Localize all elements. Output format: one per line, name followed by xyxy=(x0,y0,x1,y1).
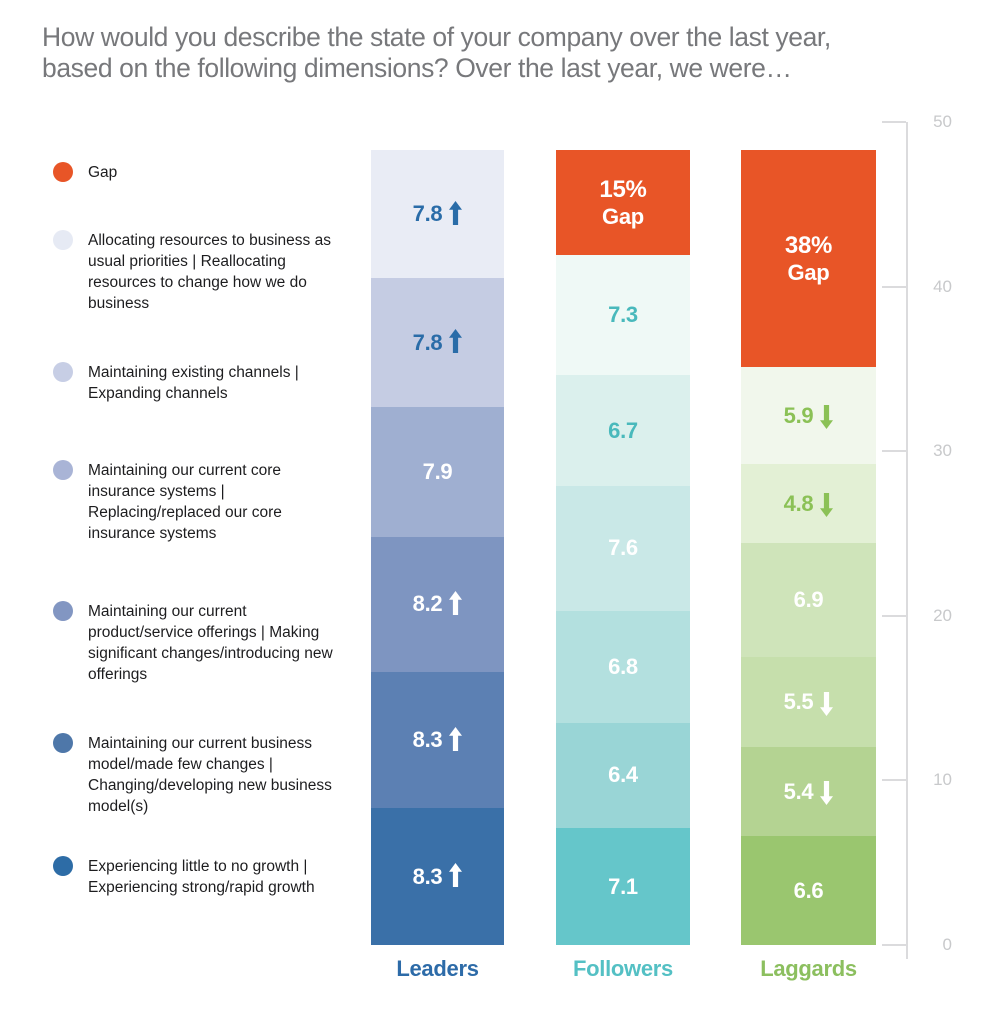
legend-item-label: Maintaining existing channels | Expandin… xyxy=(88,364,299,402)
down-arrow-icon xyxy=(820,691,834,716)
segment-value: 8.3 xyxy=(412,727,443,753)
segment-value: 4.8 xyxy=(783,490,814,516)
bar-laggards: 38% Gap 5.9 4.8 6.9 5.5 5.4 6.6 xyxy=(741,0,876,1024)
axis-line xyxy=(906,122,908,959)
up-arrow-icon xyxy=(449,200,463,225)
up-arrow-icon xyxy=(449,863,463,888)
segment-value: 7.3 xyxy=(608,302,638,328)
gap-percent-label: 38% xyxy=(784,231,833,259)
bar-segment: 5.5 xyxy=(741,656,876,748)
series-dot-icon xyxy=(53,601,73,621)
axis-tick-label: 30 xyxy=(933,441,952,460)
segment-value: 7.1 xyxy=(608,873,638,899)
bar-segment: 7.8 xyxy=(371,149,504,279)
bar-followers: 15% Gap 7.3 6.7 7.6 6.8 6.4 7.1 xyxy=(556,0,690,1024)
segment-value: 6.6 xyxy=(793,877,824,903)
column-label-leaders: Leaders xyxy=(396,956,479,981)
segment-value: 7.6 xyxy=(608,535,638,561)
bar-segment: 7.9 xyxy=(371,406,504,537)
axis-tick-label: 10 xyxy=(933,770,952,789)
legend-item-label: Gap xyxy=(88,164,118,181)
segment-value: 8.2 xyxy=(412,591,443,617)
axis-tick-label: 50 xyxy=(933,112,952,131)
up-arrow-icon xyxy=(449,329,463,354)
series-dot-icon xyxy=(53,733,73,753)
legend-item: Allocating resources to business as usua… xyxy=(53,230,334,314)
axis-tick-label: 20 xyxy=(933,606,952,625)
bar-segment: 6.9 xyxy=(741,543,876,657)
series-dot-icon xyxy=(53,460,73,480)
legend-item-label: Experiencing little to no growth | Exper… xyxy=(88,858,315,896)
bar-segment: 5.4 xyxy=(741,747,876,837)
gap-segment: 15% Gap xyxy=(556,149,690,256)
down-arrow-icon xyxy=(820,493,834,518)
page-title-line1: How would you describe the state of your… xyxy=(42,22,831,52)
legend-item-label: Maintaining our current business model/m… xyxy=(88,735,332,815)
legend-item: Maintaining existing channels | Expandin… xyxy=(53,362,334,404)
axis-tick xyxy=(882,944,906,946)
bar-segment: 7.6 xyxy=(556,485,690,611)
gap-word-label: Gap xyxy=(787,259,830,285)
segment-value: 6.9 xyxy=(793,587,824,613)
legend-item: Maintaining our current business model/m… xyxy=(53,733,334,817)
segment-value: 5.4 xyxy=(783,778,814,804)
segment-value: 6.4 xyxy=(608,762,638,788)
gap-word-label: Gap xyxy=(602,203,644,229)
axis-tick xyxy=(882,121,906,123)
up-arrow-icon xyxy=(449,726,463,751)
down-arrow-icon xyxy=(820,405,834,430)
bar-segment: 7.8 xyxy=(371,278,504,407)
gap-percent-label: 15% xyxy=(599,175,647,203)
bar-segment: 7.1 xyxy=(556,828,690,945)
legend-item: Maintaining our current core insurance s… xyxy=(53,460,334,544)
bar-segment: 8.2 xyxy=(371,536,504,672)
legend-item: Maintaining our current product/service … xyxy=(53,601,334,685)
legend-item: Experiencing little to no growth | Exper… xyxy=(53,856,334,898)
bar-segment: 6.6 xyxy=(741,836,876,945)
page-title: How would you describe the state of your… xyxy=(42,22,972,84)
bar-segment: 7.3 xyxy=(556,255,690,376)
legend-item-label: Maintaining our current core insurance s… xyxy=(88,462,282,542)
axis-tick-label: 40 xyxy=(933,277,952,296)
segment-value: 7.9 xyxy=(422,458,453,484)
bar-segment: 6.8 xyxy=(556,610,690,723)
axis-tick xyxy=(882,615,906,617)
segment-value: 6.8 xyxy=(608,653,638,679)
up-arrow-icon xyxy=(449,590,463,615)
page-title-line2: based on the following dimensions? Over … xyxy=(42,53,792,83)
gap-dot-icon xyxy=(53,162,73,182)
axis-tick xyxy=(882,450,906,452)
bar-segment: 5.9 xyxy=(741,367,876,465)
bar-segment: 6.4 xyxy=(556,722,690,829)
series-dot-icon xyxy=(53,856,73,876)
bar-segment: 8.3 xyxy=(371,671,504,809)
gap-segment: 38% Gap xyxy=(741,149,876,368)
series-dot-icon xyxy=(53,362,73,382)
axis-tick xyxy=(882,286,906,288)
segment-value: 7.8 xyxy=(412,329,443,355)
segment-value: 7.8 xyxy=(412,201,443,227)
segment-value: 6.7 xyxy=(608,417,638,443)
bar-segment: 4.8 xyxy=(741,464,876,544)
column-label-laggards: Laggards xyxy=(760,956,857,981)
bar-segment: 8.3 xyxy=(371,808,504,945)
axis-tick xyxy=(882,779,906,781)
bar-leaders: 7.8 7.8 7.9 8.2 8.3 8.3 xyxy=(371,0,504,1024)
legend-item: Gap xyxy=(53,162,334,183)
legend-item-label: Maintaining our current product/service … xyxy=(88,603,333,683)
down-arrow-icon xyxy=(820,781,834,806)
column-label-followers: Followers xyxy=(573,956,673,981)
legend-item-label: Allocating resources to business as usua… xyxy=(88,232,331,312)
series-dot-icon xyxy=(53,230,73,250)
segment-value: 5.5 xyxy=(783,689,814,715)
segment-value: 5.9 xyxy=(783,402,814,428)
segment-value: 8.3 xyxy=(412,863,443,889)
axis-tick-label: 0 xyxy=(942,935,952,954)
bar-segment: 6.7 xyxy=(556,375,690,486)
